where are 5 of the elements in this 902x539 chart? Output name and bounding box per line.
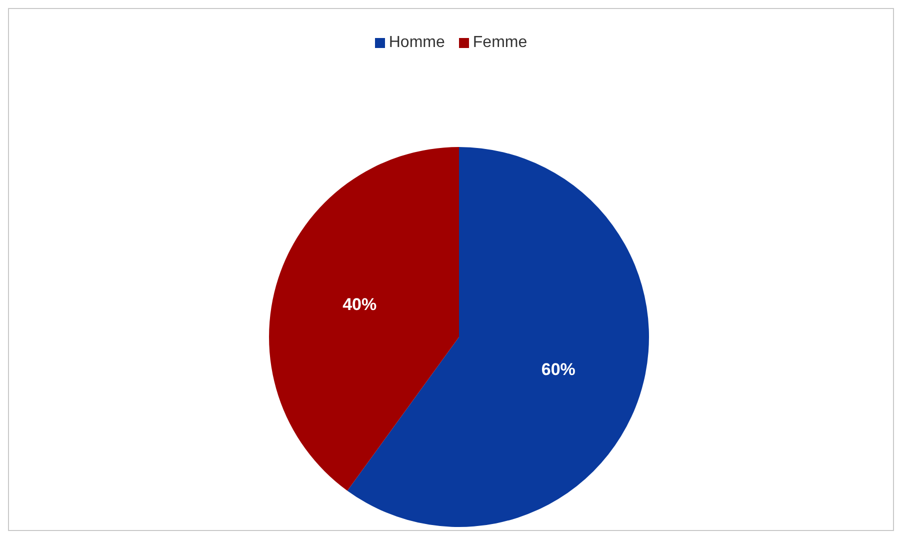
legend-label: Homme xyxy=(388,34,445,52)
data-label: 60% xyxy=(541,360,576,379)
pie-slice xyxy=(269,147,459,491)
legend-label: Femme xyxy=(472,34,528,52)
data-label: 40% xyxy=(342,295,377,314)
